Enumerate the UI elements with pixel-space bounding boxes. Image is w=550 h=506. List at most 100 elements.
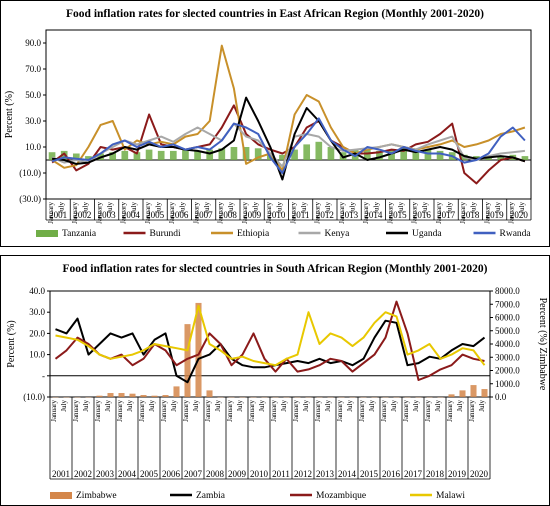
year-label: 2002: [73, 210, 91, 220]
month-tick-label: January: [483, 202, 491, 224]
bar-tanzania: [351, 149, 359, 160]
legend-label: Burundi: [150, 229, 182, 239]
y-tick-label: (30.0): [19, 194, 41, 204]
bar-zimbabwe: [459, 390, 466, 397]
month-tick-label: January: [72, 400, 80, 422]
month-tick-label: January: [336, 400, 344, 422]
bar-tanzania: [388, 149, 395, 160]
month-tick-label: January: [116, 400, 124, 422]
legend-label: Zimbabwe: [76, 491, 117, 501]
bar-tanzania: [363, 149, 371, 160]
bar-tanzania: [145, 149, 153, 160]
series-line-uganda: [51, 96, 526, 181]
month-tick-label: July: [494, 202, 502, 214]
year-label: 2008: [206, 469, 225, 479]
year-label: 2013: [340, 210, 359, 220]
legend-label: Mozambique: [316, 491, 366, 501]
series-line-rwanda: [51, 117, 526, 174]
year-label: 2016: [413, 210, 432, 220]
bar-tanzania: [303, 144, 311, 160]
month-tick-label: January: [241, 202, 249, 224]
bar-tanzania: [521, 156, 529, 160]
month-tick-label: January: [182, 400, 190, 422]
year-label: 2006: [170, 210, 189, 220]
year-label: 2003: [98, 210, 117, 220]
year-label: 2015: [389, 210, 408, 220]
series-line-malawi: [55, 304, 486, 367]
month-tick-label: July: [348, 202, 356, 214]
chart-title: Food inflation rates for slected countri…: [63, 263, 488, 275]
bar-tanzania: [436, 150, 444, 160]
y-axis-label: Percent (%): [6, 320, 17, 367]
bar-zimbabwe: [184, 324, 191, 397]
bar-tanzania: [218, 148, 226, 160]
y-tick-label: 90.0: [25, 38, 41, 48]
legend-swatch: [36, 230, 58, 237]
y-tick-label: (10.0): [23, 392, 45, 402]
month-tick-label: January: [424, 400, 432, 422]
month-tick-label: July: [421, 202, 429, 214]
month-tick-label: July: [258, 400, 266, 412]
legend-label: Uganda: [412, 229, 442, 239]
y-tick-label: 10.0: [25, 142, 41, 152]
month-tick-label: July: [82, 400, 90, 412]
month-tick-label: July: [251, 202, 259, 214]
bar-zimbabwe: [107, 393, 114, 397]
month-tick-label: January: [144, 202, 152, 224]
bar-zimbabwe: [448, 394, 455, 397]
bar-tanzania: [376, 150, 383, 160]
east-africa-chart-panel: Food inflation rates for slected countri…: [0, 0, 550, 247]
y-tick-label: -: [42, 371, 45, 381]
bar-tanzania: [327, 147, 335, 160]
month-tick-label: July: [60, 400, 68, 412]
month-tick-label: January: [270, 400, 278, 422]
month-tick-label: January: [248, 400, 256, 422]
year-label: 2017: [437, 210, 456, 220]
series-line-ethiopia: [51, 44, 526, 172]
y2-tick-label: 2000.0: [495, 366, 520, 376]
month-tick-label: July: [227, 202, 235, 214]
month-tick-label: July: [478, 400, 486, 412]
month-tick-label: January: [358, 400, 366, 422]
month-tick-label: January: [138, 400, 146, 422]
month-tick-label: July: [148, 400, 156, 412]
month-tick-label: January: [94, 400, 102, 422]
month-tick-label: January: [362, 202, 370, 224]
month-tick-label: July: [130, 202, 138, 214]
year-label: 2002: [74, 469, 92, 479]
year-label: 2015: [360, 469, 379, 479]
y2-tick-label: 6000.0: [495, 313, 520, 323]
year-label: 2011: [292, 210, 310, 220]
y-tick-label: 70.0: [25, 64, 41, 74]
month-tick-label: July: [445, 202, 453, 214]
month-tick-label: July: [518, 202, 526, 214]
month-tick-label: January: [459, 202, 467, 224]
bar-tanzania: [194, 150, 201, 160]
month-tick-label: January: [435, 202, 443, 224]
year-label: 2020: [470, 469, 489, 479]
month-tick-label: July: [368, 400, 376, 412]
month-tick-label: July: [170, 400, 178, 412]
y-tick-label: 10.0: [29, 350, 45, 360]
y-tick-label: 30.0: [25, 116, 41, 126]
legend-label: Malawi: [436, 491, 465, 501]
month-tick-label: July: [470, 202, 478, 214]
year-label: 2001: [52, 469, 70, 479]
month-tick-label: July: [82, 202, 90, 214]
month-tick-label: January: [71, 202, 79, 224]
bar-tanzania: [182, 149, 189, 160]
month-tick-label: January: [411, 202, 419, 224]
y2-tick-label: 5000.0: [495, 326, 520, 336]
legend-label: Ethiopia: [237, 229, 270, 239]
bar-tanzania: [60, 150, 68, 160]
month-tick-label: January: [265, 202, 273, 224]
year-label: 2010: [267, 210, 286, 220]
bar-tanzania: [206, 149, 214, 160]
y-tick-label: 30.0: [29, 307, 45, 317]
bar-zimbabwe: [96, 395, 103, 397]
month-tick-label: July: [203, 202, 211, 214]
bar-tanzania: [109, 152, 117, 160]
month-tick-label: January: [386, 202, 394, 224]
month-tick-label: July: [154, 202, 162, 214]
bar-zimbabwe: [118, 393, 125, 397]
